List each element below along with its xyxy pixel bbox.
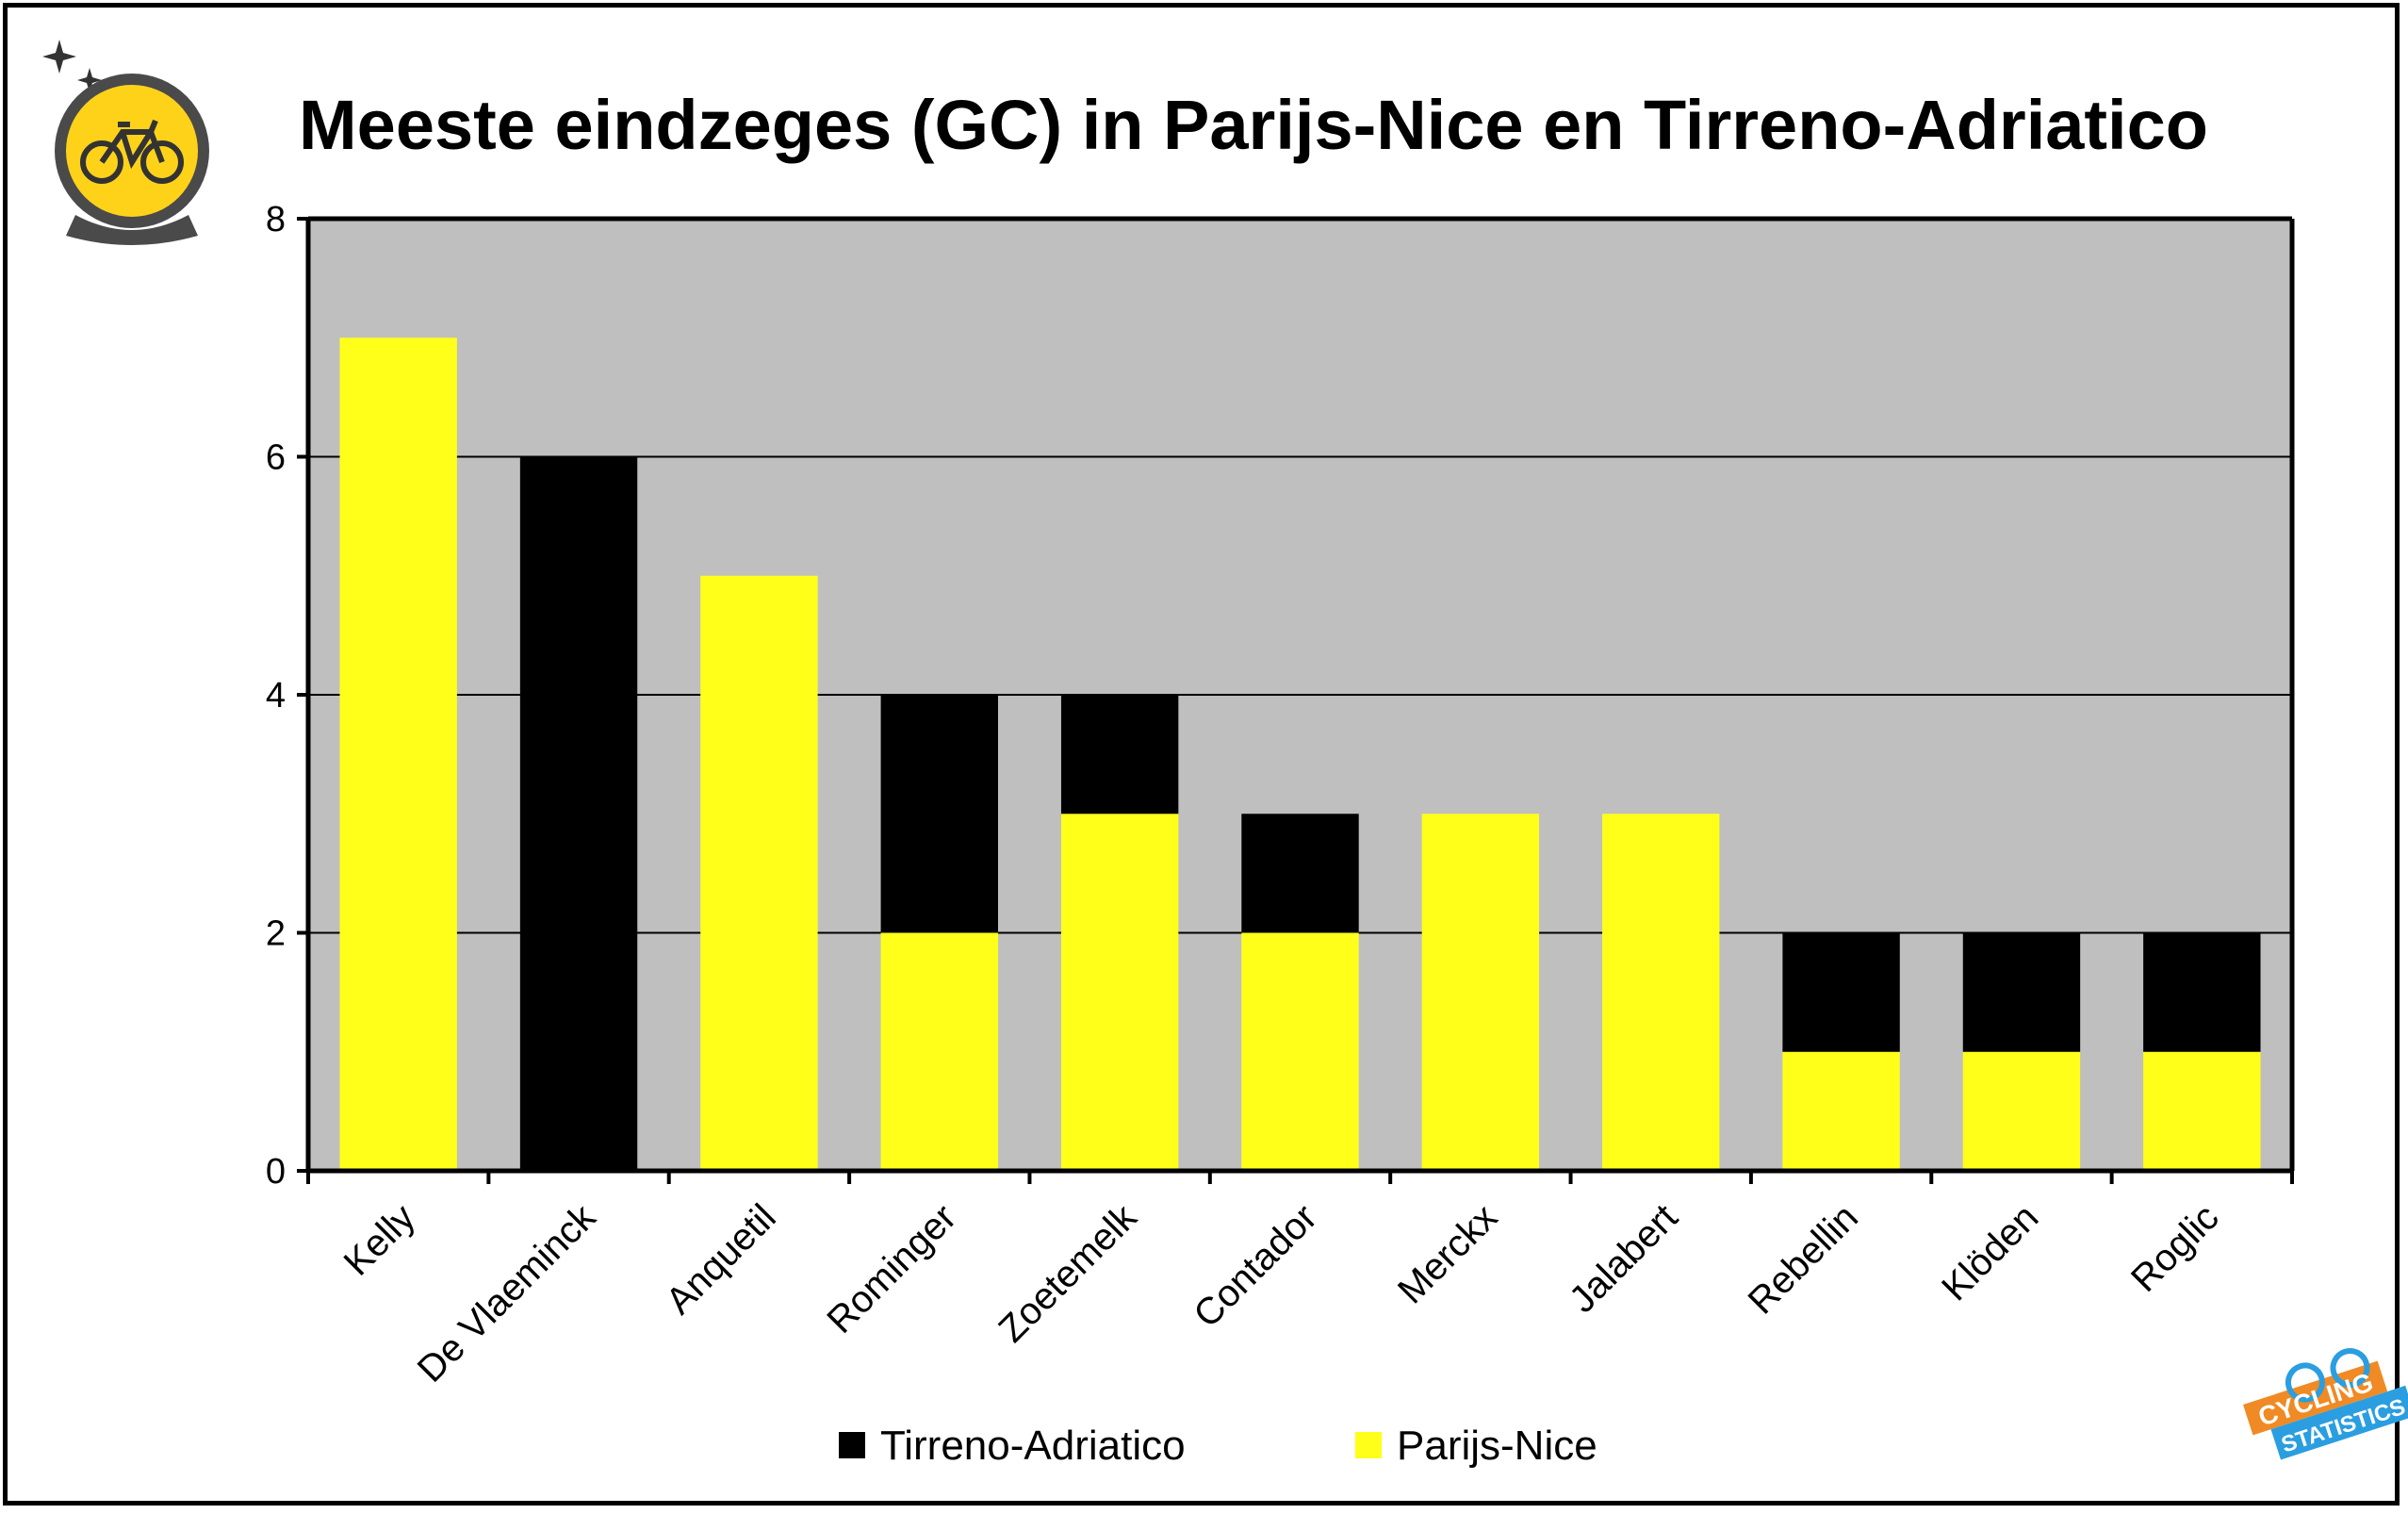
x-tick-label: De Vlaeminck bbox=[410, 1196, 604, 1391]
bar-tirreno-adriatico-9 bbox=[1962, 932, 2081, 1052]
bar-tirreno-adriatico-10 bbox=[2143, 932, 2261, 1052]
bar-parijs-nice-2 bbox=[700, 575, 818, 1171]
x-tick-label: Merckx bbox=[1390, 1196, 1505, 1311]
legend: Tirreno-Adriatico Parijs-Nice bbox=[839, 1423, 1597, 1469]
y-tick-label: 2 bbox=[266, 914, 286, 954]
legend-label: Tirreno-Adriatico bbox=[880, 1423, 1186, 1469]
y-tick-label: 4 bbox=[266, 676, 286, 716]
x-tick-label: Kelly bbox=[336, 1196, 423, 1283]
bar-parijs-nice-4 bbox=[1060, 814, 1179, 1171]
y-tick-label: 8 bbox=[266, 200, 286, 239]
x-tick-label: Rominger bbox=[819, 1196, 964, 1341]
legend-swatch bbox=[1355, 1432, 1382, 1458]
x-tick-label: Anquetil bbox=[658, 1196, 783, 1322]
legend-swatch bbox=[839, 1432, 865, 1458]
x-tick-label: Jalabert bbox=[1562, 1196, 1686, 1321]
cycling-statistics-logo: CYCLING STATISTICS bbox=[2243, 1348, 2408, 1460]
bar-parijs-nice-7 bbox=[1602, 814, 1720, 1171]
x-tick-label: Rebellin bbox=[1741, 1196, 1866, 1322]
crystal-ball-logo bbox=[42, 40, 209, 245]
bar-tirreno-adriatico-1 bbox=[519, 456, 638, 1171]
bar-parijs-nice-10 bbox=[2143, 1051, 2261, 1171]
bar-parijs-nice-0 bbox=[339, 337, 457, 1171]
y-tick-label: 6 bbox=[266, 438, 286, 478]
x-tick-label: Klöden bbox=[1934, 1196, 2046, 1308]
y-tick-label: 0 bbox=[266, 1152, 286, 1192]
legend-label: Parijs-Nice bbox=[1397, 1423, 1597, 1469]
bar-parijs-nice-3 bbox=[880, 932, 998, 1171]
bar-tirreno-adriatico-5 bbox=[1241, 814, 1359, 933]
x-tick-label: Contador bbox=[1186, 1196, 1324, 1335]
x-tick-label: Zoetemelk bbox=[991, 1196, 1145, 1351]
chart-title: Meeste eindzeges (GC) in Parijs-Nice en … bbox=[299, 86, 2208, 164]
bar-parijs-nice-9 bbox=[1962, 1051, 2081, 1171]
bar-parijs-nice-5 bbox=[1241, 932, 1359, 1171]
bar-parijs-nice-6 bbox=[1421, 814, 1540, 1171]
bar-tirreno-adriatico-4 bbox=[1060, 695, 1179, 815]
bar-tirreno-adriatico-8 bbox=[1782, 932, 1900, 1052]
bar-parijs-nice-8 bbox=[1782, 1051, 1900, 1171]
bar-tirreno-adriatico-3 bbox=[880, 695, 998, 933]
x-tick-label: Roglic bbox=[2123, 1196, 2227, 1300]
